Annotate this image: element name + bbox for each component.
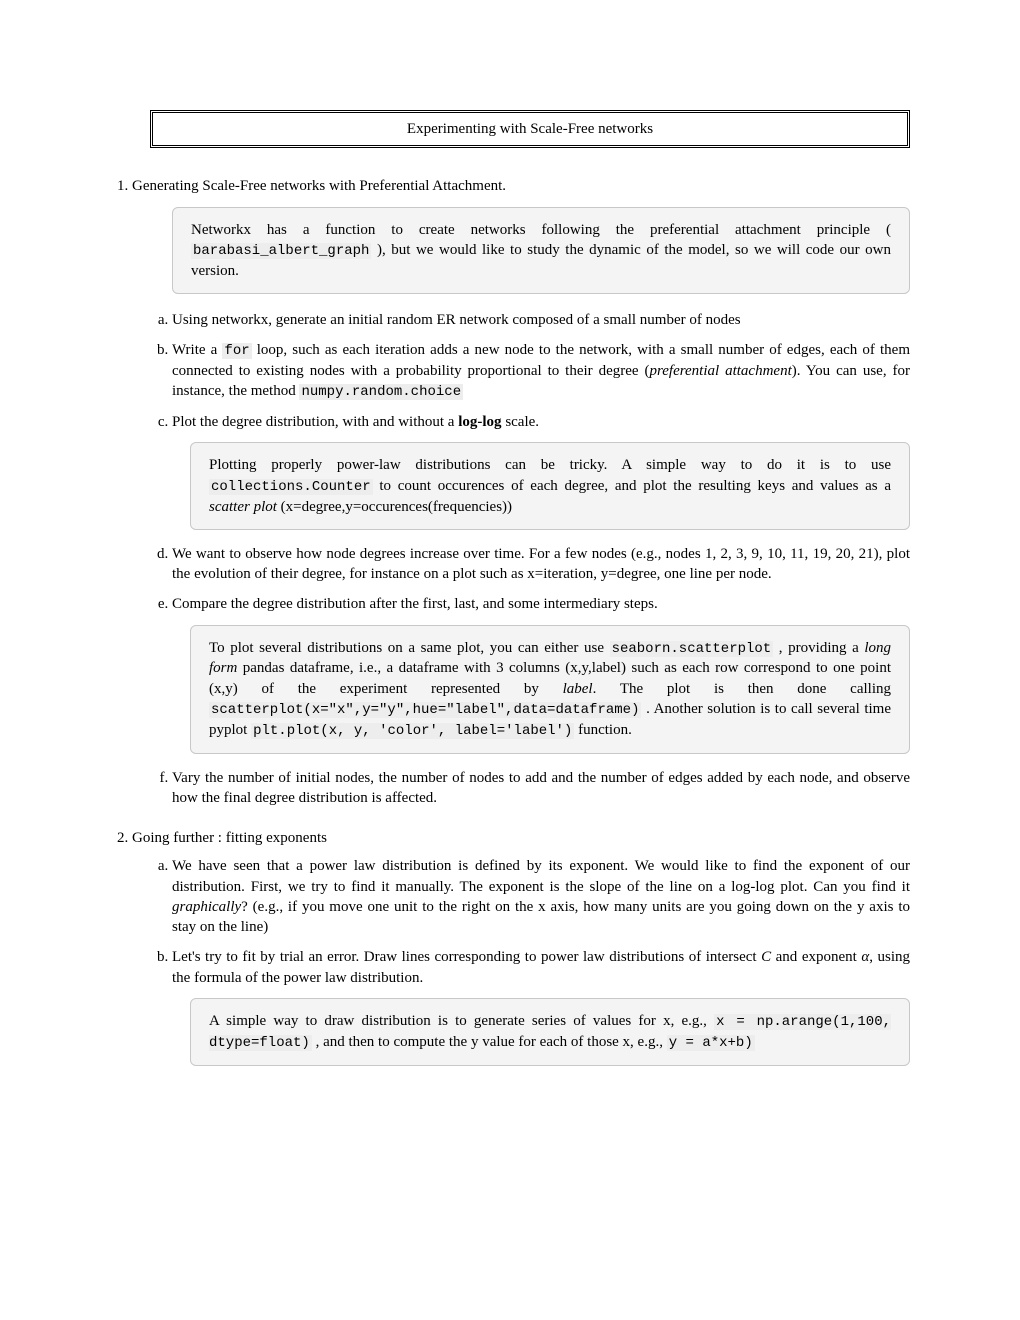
code-for: for (222, 343, 251, 359)
code-axb: y = a*x+b) (667, 1035, 755, 1051)
item-2-lead: Going further : fitting exponents (132, 828, 910, 848)
item-1c: Plot the degree distribution, with and w… (172, 412, 910, 530)
code-barabasi: barabasi_albert_graph (191, 243, 371, 259)
title-box: Experimenting with Scale-Free networks (150, 110, 910, 148)
item-1-sublist: Using networkx, generate an initial rand… (132, 310, 910, 808)
page-title: Experimenting with Scale-Free networks (407, 121, 653, 137)
code-scatterplot: scatterplot(x="x",y="y",hue="label",data… (209, 702, 641, 718)
code-counter: collections.Counter (209, 479, 373, 495)
item-1d: We want to observe how node degrees incr… (172, 544, 910, 585)
item-1a: Using networkx, generate an initial rand… (172, 310, 910, 330)
item-1b: Write a for loop, such as each iteration… (172, 340, 910, 402)
main-list: Generating Scale-Free networks with Pref… (110, 176, 910, 1066)
item-2-sublist: We have seen that a power law distributi… (132, 856, 910, 1065)
item-1: Generating Scale-Free networks with Pref… (132, 176, 910, 808)
item-2: Going further : fitting exponents We hav… (132, 828, 910, 1066)
item-2b: Let's try to fit by trial an error. Draw… (172, 947, 910, 1065)
item-1e-note: To plot several distributions on a same … (190, 625, 910, 754)
item-2b-note: A simple way to draw distribution is to … (190, 998, 910, 1066)
item-1-note: Networkx has a function to create networ… (172, 207, 910, 294)
item-1-lead: Generating Scale-Free networks with Pref… (132, 176, 910, 196)
code-seaborn: seaborn.scatterplot (610, 641, 774, 657)
code-plt-plot: plt.plot(x, y, 'color', label='label') (251, 723, 574, 739)
item-2a: We have seen that a power law distributi… (172, 856, 910, 937)
item-1e: Compare the degree distribution after th… (172, 594, 910, 753)
item-1f: Vary the number of initial nodes, the nu… (172, 768, 910, 809)
code-numpy-choice: numpy.random.choice (299, 384, 463, 400)
item-1c-note: Plotting properly power-law distribution… (190, 442, 910, 529)
